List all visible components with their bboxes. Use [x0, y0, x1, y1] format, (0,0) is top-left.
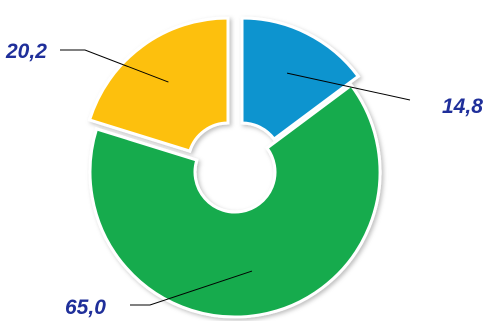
data-label-slice-1: 14,8 [442, 95, 483, 118]
leader-line-3 [60, 49, 169, 83]
data-label-slice-2: 65,0 [65, 296, 106, 319]
donut-slice-2 [88, 83, 382, 319]
donut-slice-1 [240, 16, 361, 142]
leader-line-1 [286, 72, 411, 101]
leader-line-2 [130, 270, 253, 306]
donut-slice-3 [87, 16, 230, 153]
data-label-slice-3: 20,2 [5, 40, 47, 63]
